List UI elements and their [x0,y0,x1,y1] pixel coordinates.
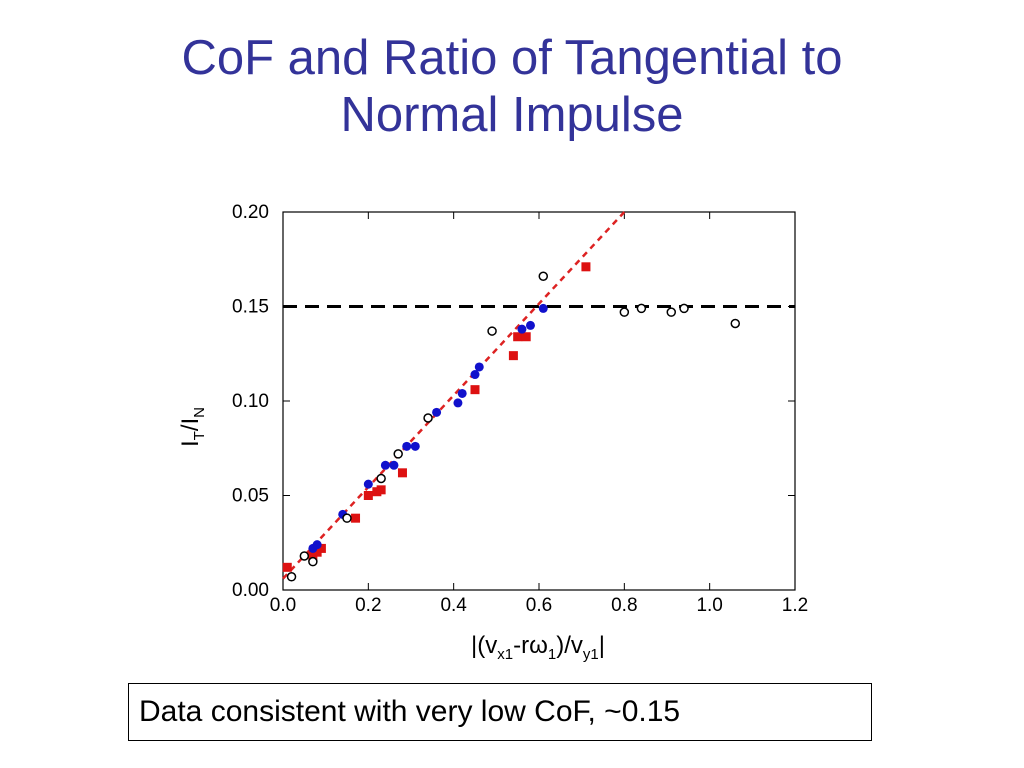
y-tick-label: 0.15 [232,297,269,318]
data-point-square [397,468,407,478]
data-point-filled-circle [410,441,420,451]
data-point-open-circle [619,307,630,317]
y-tick-label: 0.05 [232,486,269,507]
data-point-filled-circle [517,324,527,334]
caption-text: Data consistent with very low CoF, ~0.15 [139,695,681,728]
data-points [282,262,741,582]
x-tick-label: 0.6 [526,595,552,616]
data-point-filled-circle [363,479,373,489]
data-point-square [521,332,531,342]
data-point-filled-circle [432,407,442,417]
data-point-square [316,543,326,553]
data-point-open-circle [299,551,310,561]
x-tick-label: 0.0 [270,595,296,616]
data-point-filled-circle [389,460,399,470]
data-point-open-circle [393,449,403,459]
data-point-open-circle [286,572,297,582]
y-axis-label: IT/IN [177,407,208,447]
data-point-square [351,513,361,523]
scatter-chart: 0.0 0.2 0.4 0.6 0.8 1.0 1.2 0.00 0.05 0.10 0.15 0.2… [177,202,808,663]
data-point-open-circle [423,413,433,423]
data-point-open-circle [487,326,497,336]
plot-frame [282,211,796,591]
data-point-open-circle [730,318,741,329]
data-point-square [581,262,591,272]
x-tick-label: 0.4 [440,595,467,616]
slide-title-line1: CoF and Ratio of Tangential to [181,31,843,85]
reference-lines [282,211,795,580]
data-point-filled-circle [457,388,467,398]
data-point-filled-circle [453,398,463,408]
data-point-open-circle [666,307,677,317]
x-tick-label: 0.2 [355,595,381,616]
y-tick-label: 0.10 [232,391,269,412]
data-point-filled-circle [538,303,548,313]
data-point-open-circle [376,473,386,484]
y-tick-label: 0.00 [232,580,269,601]
data-point-filled-circle [525,320,535,330]
data-point-square [513,332,523,342]
x-tick-label: 0.8 [611,595,637,616]
data-point-open-circle [636,303,647,314]
data-point-open-circle [308,556,318,567]
data-point-square [376,485,386,495]
data-point-square [282,562,292,572]
data-point-square [470,385,480,395]
data-point-open-circle [538,271,549,282]
x-tick-label: 1.0 [696,595,722,616]
fit-line [282,211,626,580]
data-point-filled-circle [402,441,412,451]
slide-title-line2: Normal Impulse [340,88,684,142]
x-tick-label: 1.2 [782,595,808,616]
data-point-open-circle [342,513,352,523]
slide-title: CoF and Ratio of Tangential to Normal Im… [0,30,1024,144]
data-point-filled-circle [474,362,484,372]
axes: 0.0 0.2 0.4 0.6 0.8 1.0 1.2 0.00 0.05 0.10 0.15 0.2… [232,202,808,616]
y-tick-label: 0.20 [232,202,269,223]
axis-labels: IT/IN |(vx1-rω1)/vy1| [177,407,605,663]
caption-box: Data consistent with very low CoF, ~0.15 [128,683,872,741]
data-point-filled-circle [380,460,390,470]
data-point-square [363,491,373,500]
x-axis-label: |(vx1-rω1)/vy1| [471,632,605,663]
data-point-open-circle [679,303,689,314]
data-point-filled-circle [470,370,480,380]
data-point-square [508,351,518,361]
data-point-filled-circle [312,540,322,550]
